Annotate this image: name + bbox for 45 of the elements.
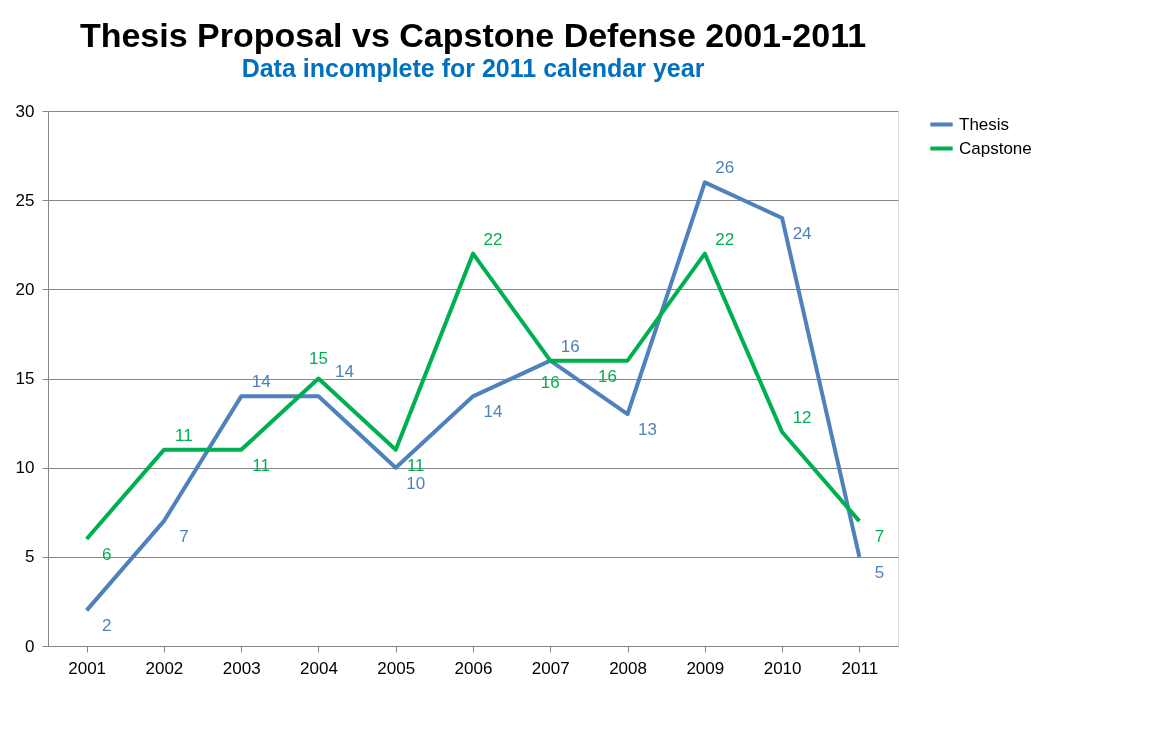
x-tick-label: 2001	[68, 658, 107, 678]
x-tick-label: 2006	[454, 658, 493, 678]
data-label: 22	[715, 229, 735, 249]
x-tick-label: 2005	[377, 658, 416, 678]
x-tick-label: 2004	[300, 658, 338, 678]
chart-subtitle: Data incomplete for 2011 calendar year	[241, 54, 705, 82]
x-tick-label: 2007	[531, 658, 570, 678]
data-label: 14	[483, 402, 503, 422]
x-tick-label: 2011	[841, 658, 879, 678]
legend-label: Capstone	[959, 138, 1032, 158]
data-label: 14	[334, 362, 354, 382]
y-tick-label: 25	[15, 190, 35, 210]
x-tick-label: 2003	[222, 658, 261, 678]
chart-title: Thesis Proposal vs Capstone Defense 2001-2011	[79, 16, 867, 54]
data-label: 24	[792, 224, 812, 243]
x-tick-label: 2008	[609, 658, 647, 678]
data-label: 7	[179, 527, 189, 547]
data-label: 16	[560, 336, 580, 356]
data-label: 16	[540, 372, 560, 392]
y-tick-label: 15	[15, 369, 35, 388]
data-label: 11	[175, 425, 193, 445]
data-label: 13	[638, 420, 658, 440]
data-label: 22	[483, 229, 503, 249]
data-label: 11	[252, 455, 271, 475]
data-label: 5	[874, 562, 885, 582]
y-tick-label: 20	[15, 279, 35, 299]
data-label: 10	[406, 473, 426, 493]
data-label: 6	[101, 545, 112, 564]
line-series	[84, 251, 862, 541]
x-tick-label: 2010	[763, 658, 802, 678]
y-tick-label: 10	[15, 458, 35, 478]
y-tick-label: 0	[25, 636, 35, 656]
data-label: 7	[874, 527, 885, 547]
data-label: 12	[792, 408, 812, 427]
y-tick-label: 5	[25, 547, 35, 567]
y-tick-label: 30	[15, 101, 35, 121]
data-label: 16	[598, 366, 618, 386]
data-label: 26	[715, 158, 735, 178]
x-tick-label: 2009	[686, 658, 725, 678]
data-label: 15	[308, 348, 328, 368]
data-label: 2	[101, 616, 112, 636]
data-label: 11	[406, 455, 425, 475]
line-series	[84, 180, 862, 613]
x-tick-label: 2002	[145, 658, 184, 678]
legend-label: Thesis	[959, 114, 1010, 134]
